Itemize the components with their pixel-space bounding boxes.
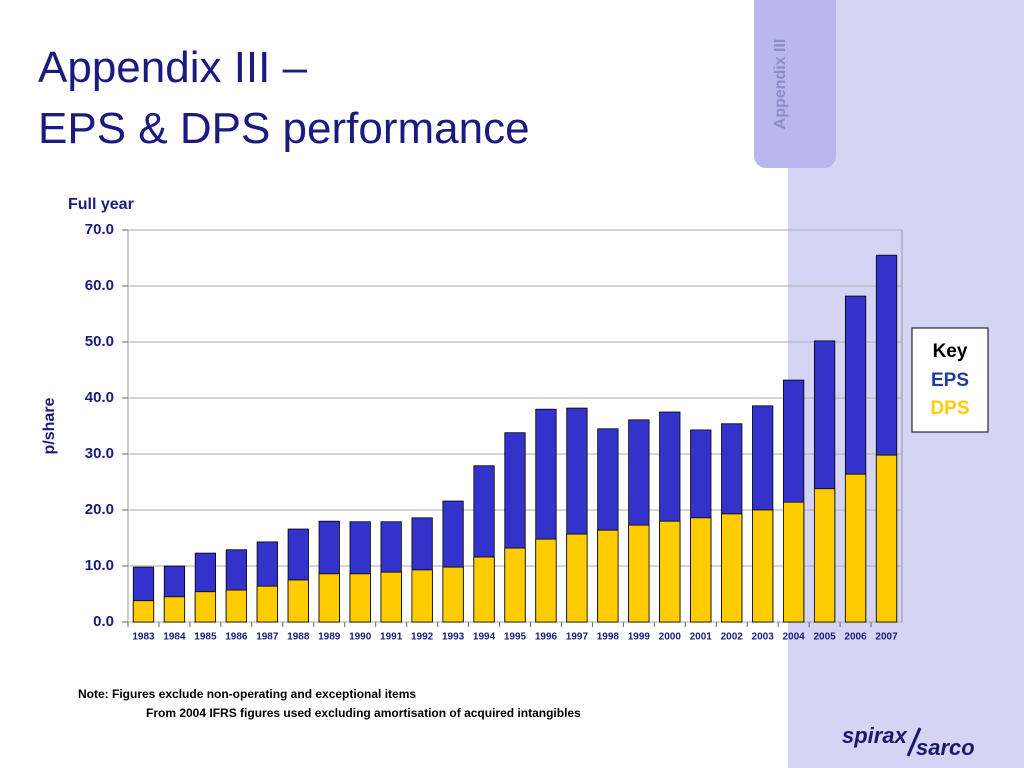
subtitle: Full year (68, 196, 134, 213)
bar (504, 547, 526, 623)
x-tick-label: 1997 (566, 632, 589, 643)
x-tick-label: 1996 (535, 632, 558, 643)
bar (875, 454, 898, 623)
bar (628, 524, 650, 623)
x-tick-label: 2004 (783, 632, 806, 643)
bar (813, 488, 836, 623)
x-tick-label: 1991 (380, 632, 403, 643)
x-tick-label: 2001 (690, 632, 713, 643)
bar (411, 569, 433, 623)
bar (597, 529, 619, 623)
y-tick-label: 0.0 (93, 613, 114, 630)
x-tick-label: 1998 (597, 632, 620, 643)
x-tick-label: 1994 (473, 632, 496, 643)
x-tick-label: 1999 (628, 632, 651, 643)
x-tick-label: 2006 (844, 632, 867, 643)
legend-title: Key (933, 341, 968, 362)
bar (473, 556, 495, 623)
x-tick-label: 1987 (256, 632, 279, 643)
x-tick-label: 2000 (659, 632, 682, 643)
note: From 2004 IFRS figures used excluding am… (146, 706, 581, 720)
legend-entry: EPS (931, 370, 969, 391)
x-tick-label: 1984 (163, 632, 186, 643)
bar (535, 538, 557, 623)
bar (783, 501, 805, 623)
logo-slash (906, 727, 922, 757)
title-line: Appendix III – (38, 43, 308, 92)
bar (659, 520, 681, 623)
bar (752, 509, 774, 623)
legend-entry: DPS (930, 398, 969, 419)
bar (225, 589, 247, 623)
bar (690, 517, 712, 623)
x-tick-label: 1988 (287, 632, 310, 643)
tab-label: Appendix III (772, 39, 789, 130)
bar (132, 600, 155, 623)
y-tick-label: 20.0 (85, 501, 114, 518)
bar (194, 591, 217, 623)
title-line: EPS & DPS performance (38, 104, 530, 153)
x-tick-label: 2003 (752, 632, 775, 643)
logo: spirax (842, 723, 908, 748)
x-tick-label: 1992 (411, 632, 434, 643)
bar (163, 596, 186, 623)
bar (380, 571, 402, 623)
x-tick-label: 1993 (442, 632, 465, 643)
x-tick-label: 1995 (504, 632, 527, 643)
x-tick-label: 1990 (349, 632, 372, 643)
bar (287, 579, 309, 623)
bar (566, 533, 588, 623)
x-tick-label: 2007 (875, 632, 898, 643)
x-tick-label: 2005 (813, 632, 836, 643)
x-tick-label: 1989 (318, 632, 341, 643)
legend-box (911, 327, 989, 433)
x-tick-label: 1985 (194, 632, 217, 643)
bar (349, 573, 371, 623)
y-axis-label: p/share (41, 397, 58, 454)
y-tick-label: 10.0 (85, 557, 114, 574)
note: Note: Figures exclude non-operating and … (78, 687, 416, 701)
bar (256, 585, 278, 623)
y-tick-label: 70.0 (85, 221, 114, 238)
y-tick-label: 50.0 (85, 333, 114, 350)
bar (442, 566, 464, 623)
bar (721, 513, 743, 623)
y-tick-label: 40.0 (85, 389, 114, 406)
logo: sarco (916, 735, 975, 760)
x-tick-label: 2002 (721, 632, 744, 643)
y-tick-label: 30.0 (85, 445, 114, 462)
x-tick-label: 1983 (132, 632, 155, 643)
y-tick-label: 60.0 (85, 277, 114, 294)
tab (754, 0, 836, 168)
x-tick-label: 1986 (225, 632, 248, 643)
bar (318, 573, 340, 623)
bar (844, 473, 867, 623)
